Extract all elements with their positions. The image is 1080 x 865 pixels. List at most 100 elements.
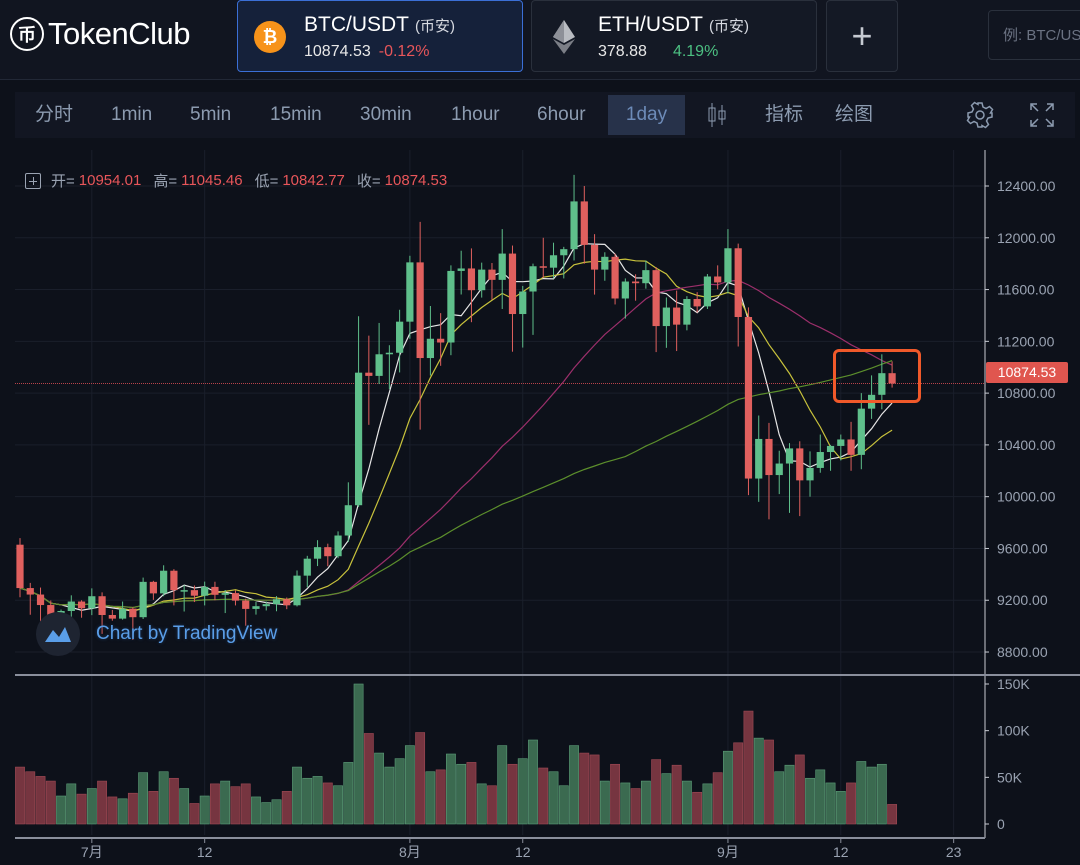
drawing-button[interactable]: 绘图: [835, 104, 874, 125]
volume-bar: [169, 777, 179, 825]
volume-bar: [805, 777, 815, 825]
volume-bar: [66, 783, 77, 825]
volume-bar: [446, 753, 456, 825]
fullscreen-icon[interactable]: [1027, 92, 1057, 138]
volume-bar: [466, 762, 477, 825]
candle-down: [98, 596, 106, 615]
pair-symbol: ETH/USDT: [598, 13, 703, 36]
volume-tick-label: 100K: [997, 723, 1030, 739]
indicators-button[interactable]: 指标: [765, 104, 804, 125]
candle-down: [149, 581, 157, 594]
candle-up: [826, 445, 835, 453]
candle-up: [354, 372, 363, 506]
candle-down: [632, 281, 640, 284]
volume-bar: [846, 782, 856, 825]
pair-tab-btc-usdt[interactable]: ₿ BTC/USDT (币安) 10874.53 -0.12%: [237, 0, 523, 72]
volume-bar: [558, 785, 569, 825]
tradingview-watermark[interactable]: Chart by TradingView: [36, 612, 277, 656]
volume-bar: [753, 737, 764, 825]
candle-up: [262, 604, 270, 607]
volume-bar: [599, 780, 610, 825]
candle-down: [590, 244, 599, 270]
interval-15min[interactable]: 15min: [270, 104, 322, 125]
ohlc-legend: 开= 10954.01 高= 11045.46 低= 10842.77 收= 10874…: [25, 170, 455, 191]
pair-search-input[interactable]: [988, 10, 1080, 60]
candle-down: [652, 270, 660, 327]
volume-bar: [425, 771, 436, 825]
interval-30min[interactable]: 30min: [360, 104, 412, 125]
pair-change: 4.19%: [672, 43, 719, 60]
tokenclub-logo[interactable]: 币 TokenClub: [10, 16, 190, 52]
interval-1day[interactable]: 1day: [608, 95, 685, 135]
close-value: 10874.53: [384, 172, 448, 189]
volume-bar: [784, 764, 795, 825]
watermark-text: Chart by TradingView: [96, 623, 278, 644]
candle-down: [170, 570, 178, 591]
candle-up: [180, 590, 188, 592]
legend-collapse-toggle[interactable]: [25, 172, 41, 189]
pair-tab-eth-usdt[interactable]: ETH/USDT (币安) 378.88 4.19%: [531, 0, 817, 72]
tradingview-logo-icon: [36, 612, 80, 656]
add-pair-button[interactable]: +: [826, 0, 898, 72]
candle-up: [816, 452, 824, 468]
volume-bar: [876, 763, 887, 825]
candle-up: [252, 606, 260, 609]
candle-up: [334, 535, 342, 557]
price-tick-label: 10800.00: [997, 385, 1056, 401]
candle-up: [426, 338, 434, 359]
volume-tick-label: 150K: [997, 676, 1030, 692]
pair-price-row: 10874.53 -0.12%: [304, 43, 429, 61]
candle-down: [324, 547, 332, 557]
pair-price: 378.88: [598, 43, 647, 60]
volume-bar: [210, 783, 220, 825]
volume-bar: [25, 771, 36, 825]
volume-bar: [404, 745, 415, 825]
volume-bar: [179, 788, 190, 825]
price-tick-label: 12400.00: [997, 178, 1056, 194]
volume-bar: [189, 803, 200, 825]
interval-5min[interactable]: 5min: [190, 104, 232, 125]
volume-bar: [507, 763, 518, 825]
pair-symbol: BTC/USDT: [304, 13, 409, 36]
candle-up: [272, 599, 281, 605]
candle-up: [560, 249, 568, 256]
candle-down: [26, 588, 34, 595]
volume-bar: [394, 758, 405, 825]
volume-bar: [127, 792, 138, 825]
candle-up: [221, 593, 229, 595]
candle-down: [242, 600, 250, 609]
ma5-line: [19, 243, 893, 612]
candle-down: [365, 372, 373, 376]
volume-bar: [343, 762, 354, 825]
volume-bar: [487, 785, 497, 825]
price-tick-label: 11200.00: [997, 333, 1055, 349]
gear-icon[interactable]: [963, 92, 997, 138]
candle-up: [601, 256, 609, 270]
volume-bar: [281, 791, 292, 825]
candle-down: [77, 601, 86, 609]
volume-bar: [794, 754, 805, 825]
candle-style-icon[interactable]: [705, 92, 729, 138]
candle-down: [888, 373, 896, 384]
volume-bar: [825, 782, 836, 825]
pair-name: ETH/USDT (币安): [598, 13, 749, 37]
interval-fenshi[interactable]: 分时: [35, 104, 74, 125]
logo-mark-icon: 币: [10, 17, 44, 51]
candle-up: [88, 596, 96, 609]
time-tick-label: 23: [946, 844, 962, 860]
volume-bar: [230, 786, 241, 825]
candle-down: [488, 269, 496, 280]
volume-bar: [640, 780, 651, 825]
candle-down: [539, 266, 547, 268]
interval-1hour[interactable]: 1hour: [451, 104, 500, 125]
candle-down: [796, 448, 804, 481]
candle-up: [313, 547, 322, 559]
interval-6hour[interactable]: 6hour: [537, 104, 586, 125]
interval-1min[interactable]: 1min: [111, 104, 153, 125]
volume-bar: [589, 754, 600, 825]
volume-bar: [363, 733, 374, 825]
candle-down: [190, 590, 199, 596]
volume-bar: [384, 766, 395, 825]
candle-up: [703, 276, 712, 307]
